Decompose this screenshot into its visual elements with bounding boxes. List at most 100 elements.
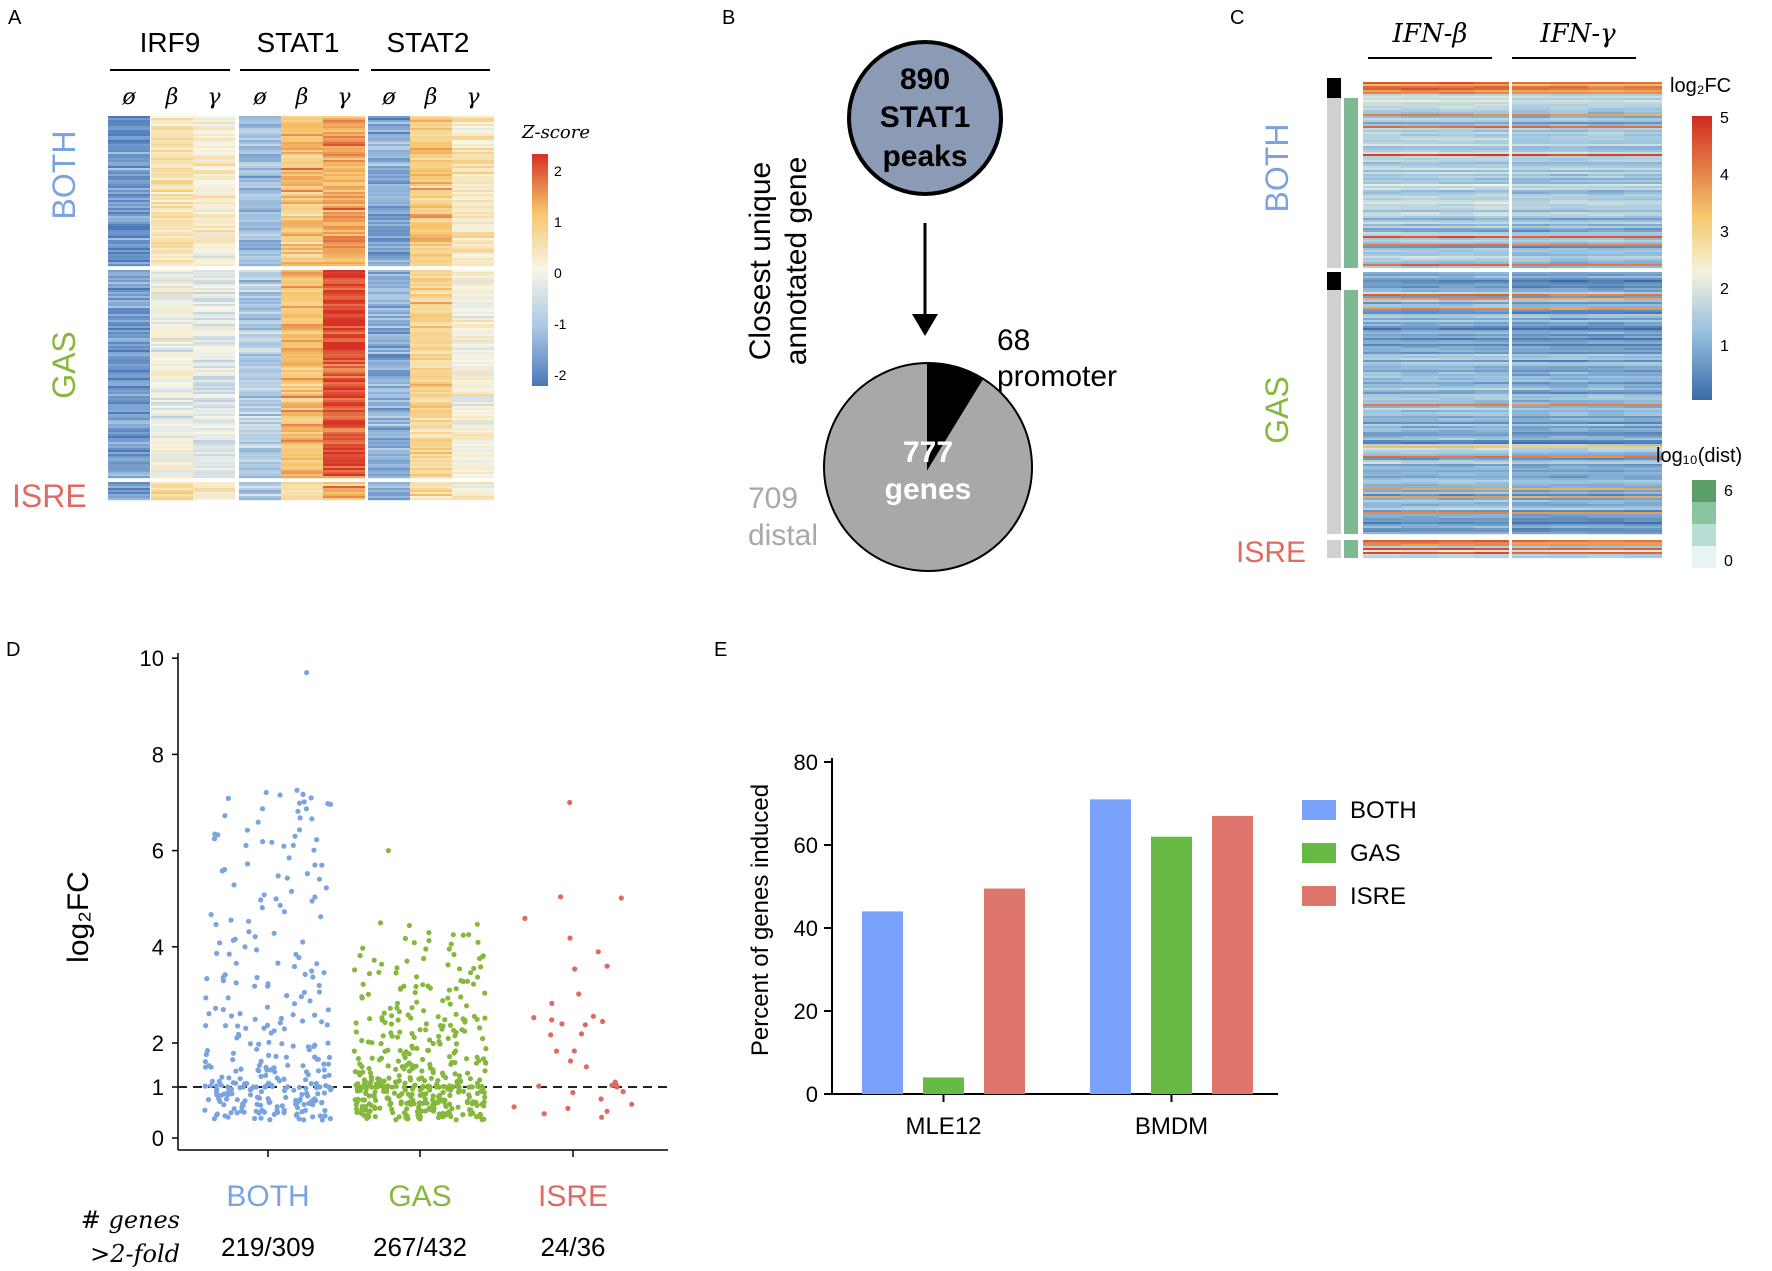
heatmap-cell [1624, 288, 1662, 291]
heatmap-cell [151, 166, 193, 169]
scatter-point [301, 1101, 307, 1108]
scatter-point [258, 897, 264, 903]
scatter-point [319, 862, 325, 868]
heatmap-cell [1550, 280, 1588, 283]
heatmap-cell [1624, 120, 1662, 123]
heatmap-cell [1401, 448, 1439, 451]
heatmap-cell [193, 144, 235, 147]
heatmap-cell [1550, 488, 1588, 491]
heatmap-cell [151, 244, 193, 247]
heatmap-cell [239, 306, 281, 309]
heatmap-cell [108, 322, 150, 325]
heatmap-cell [323, 230, 365, 233]
heatmap-cell [1401, 522, 1439, 525]
heatmap-cell [108, 164, 150, 167]
heatmap-cell [1401, 182, 1439, 185]
scatter-point [448, 941, 454, 947]
heatmap-cell [1363, 424, 1401, 427]
scatter-point [421, 1008, 427, 1014]
heatmap-cell [1624, 378, 1662, 381]
heatmap-cell [1550, 554, 1588, 557]
heatmap-cell [1474, 348, 1512, 351]
scatter-point [204, 1048, 210, 1054]
heatmap-cell [151, 294, 193, 297]
heatmap-cell [281, 262, 323, 265]
scatter-point [214, 1112, 220, 1118]
heatmap-cell [1550, 204, 1588, 207]
heatmap-cell [410, 122, 452, 125]
scatter-point [464, 1003, 470, 1009]
heatmap-cell [368, 394, 410, 397]
heatmap-cell [323, 316, 365, 319]
heatmap-cell [1401, 144, 1439, 147]
heatmap-cell [1512, 208, 1550, 211]
heatmap-cell [1550, 126, 1588, 129]
heatmap-cell [1588, 432, 1626, 435]
heatmap-cell [151, 430, 193, 433]
scatter-point [301, 1117, 307, 1123]
heatmap-cell [281, 312, 323, 315]
heatmap-cell [1401, 214, 1439, 217]
heatmap-cell [1439, 200, 1477, 203]
heatmap-cell [151, 338, 193, 341]
heatmap-cell [452, 414, 494, 417]
annotation-green [1344, 540, 1358, 558]
heatmap-cell [452, 310, 494, 313]
heatmap-cell [1401, 122, 1439, 125]
heatmap-cell [323, 118, 365, 121]
heatmap-cell [1588, 260, 1626, 263]
heatmap-cell [239, 448, 281, 451]
heatmap-cell [1401, 166, 1439, 169]
heatmap-cell [239, 488, 281, 491]
heatmap-cell [1624, 510, 1662, 513]
heatmap-cell [108, 416, 150, 419]
heatmap-cell [368, 224, 410, 227]
heatmap-cell [452, 412, 494, 415]
heatmap-cell [1474, 446, 1512, 449]
heatmap-cell [323, 126, 365, 129]
heatmap-cell [1512, 408, 1550, 411]
heatmap-cell [323, 252, 365, 255]
heatmap-cell [1512, 528, 1550, 531]
panel-b-letter: B [722, 7, 735, 29]
heatmap-cell [108, 424, 150, 427]
heatmap-cell [108, 368, 150, 371]
heatmap-cell [1588, 464, 1626, 467]
heatmap-cell [1439, 252, 1477, 255]
heatmap-cell [368, 280, 410, 283]
heatmap-cell [151, 194, 193, 197]
heatmap-cell [151, 328, 193, 331]
heatmap-cell [1401, 484, 1439, 487]
scatter-point [474, 921, 480, 927]
heatmap-cell [1474, 214, 1512, 217]
heatmap-cell [1363, 406, 1401, 409]
heatmap-cell [1363, 364, 1401, 367]
scatter-point [406, 1068, 412, 1074]
heatmap-cell [410, 470, 452, 473]
heatmap-cell [1363, 366, 1401, 369]
heatmap-cell [108, 190, 150, 193]
heatmap-cell [1512, 178, 1550, 181]
heatmap-cell [1624, 266, 1662, 269]
heatmap-cell [1474, 228, 1512, 231]
heatmap-cell [1550, 398, 1588, 401]
heatmap-cell [108, 316, 150, 319]
heatmap-cell [1363, 462, 1401, 465]
heatmap-cell [281, 158, 323, 161]
heatmap-cell [239, 186, 281, 189]
scatter-point [327, 1116, 333, 1122]
heatmap-cell [452, 170, 494, 173]
heatmap-cell [410, 230, 452, 233]
scatter-point [242, 944, 248, 950]
heatmap-cell [1363, 354, 1401, 357]
heatmap-cell [281, 300, 323, 303]
heatmap-cell [368, 126, 410, 129]
heatmap-cell [1550, 464, 1588, 467]
heatmap-cell [239, 388, 281, 391]
heatmap-cell [323, 402, 365, 405]
heatmap-cell [1550, 552, 1588, 555]
heatmap-cell [452, 228, 494, 231]
heatmap-cell [1363, 156, 1401, 159]
heatmap-cell [1512, 288, 1550, 291]
